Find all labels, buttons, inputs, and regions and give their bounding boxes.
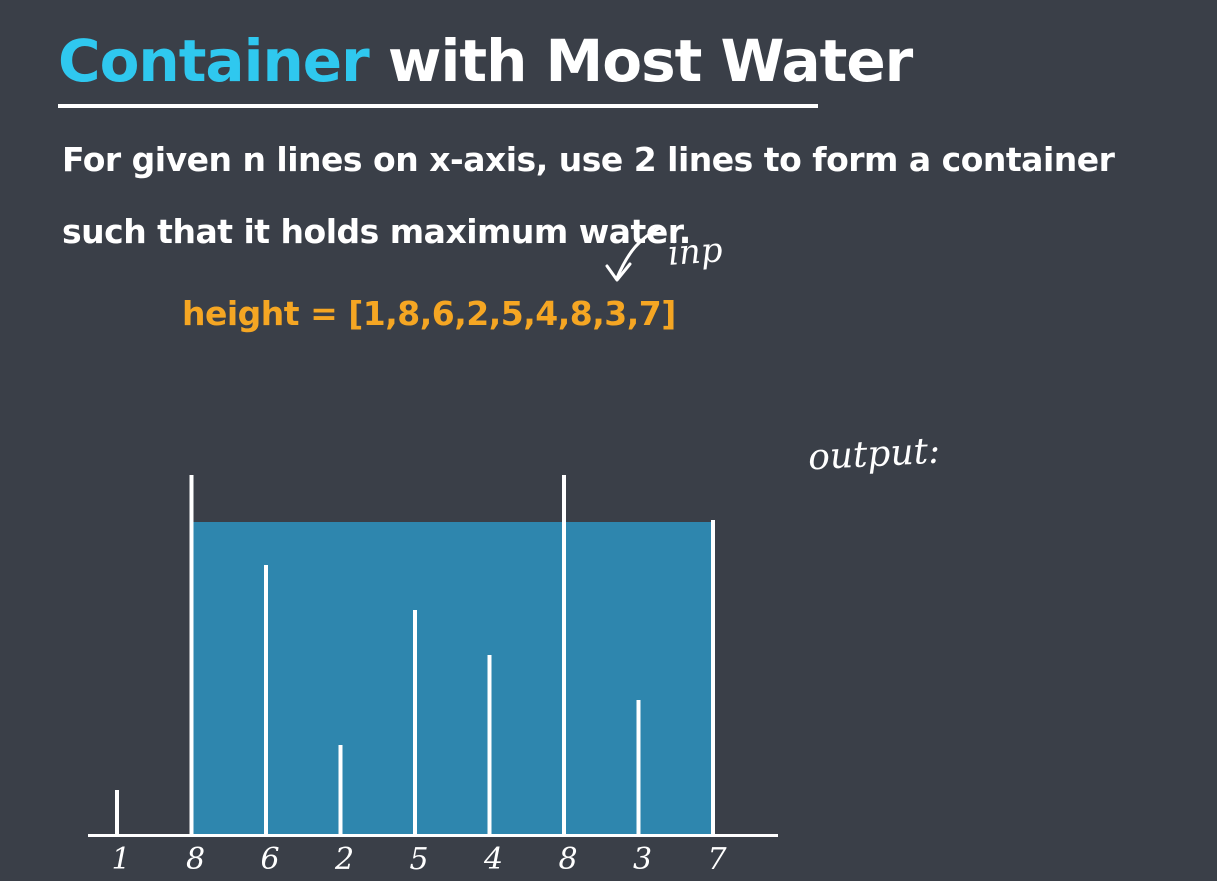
height-line xyxy=(413,610,417,835)
height-line xyxy=(562,475,566,835)
title-accent: Container xyxy=(58,27,370,95)
title-rest: with Most Water xyxy=(368,27,913,95)
slide-title: Container with Most Water xyxy=(58,27,913,95)
height-line xyxy=(711,520,715,835)
height-line xyxy=(338,745,343,835)
problem-description: For given n lines on x-axis, use 2 lines… xyxy=(62,140,1115,251)
title-underline xyxy=(58,104,818,108)
tick-label: 2 xyxy=(334,842,354,877)
x-axis xyxy=(88,834,778,837)
tick-label: 3 xyxy=(633,842,652,877)
tick-label: 8 xyxy=(186,842,205,877)
height-line xyxy=(264,565,268,835)
tick-label: 4 xyxy=(483,842,503,877)
tick-label: 6 xyxy=(260,842,279,877)
tick-label: 5 xyxy=(409,842,428,877)
tick-label: 8 xyxy=(558,842,577,877)
water-area xyxy=(191,522,713,835)
input-arrow-icon xyxy=(615,226,662,280)
height-array-label: height = [1,8,6,2,5,4,8,3,7] xyxy=(182,294,676,333)
tick-label: 7 xyxy=(707,842,727,877)
height-line xyxy=(189,475,194,835)
height-line xyxy=(487,655,492,835)
tick-label: 1 xyxy=(111,842,130,877)
input-arrow-head-icon xyxy=(605,262,632,282)
height-line xyxy=(115,790,119,835)
height-line xyxy=(636,700,641,835)
